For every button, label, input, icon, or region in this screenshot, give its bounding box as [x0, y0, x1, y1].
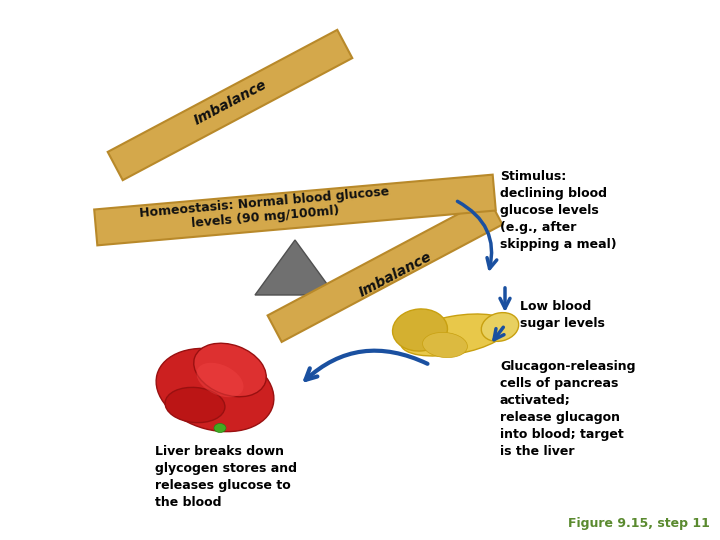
FancyArrowPatch shape	[494, 327, 504, 340]
Text: Imbalance: Imbalance	[356, 250, 434, 300]
Text: Imbalance: Imbalance	[192, 78, 269, 128]
Ellipse shape	[156, 348, 274, 431]
Ellipse shape	[197, 363, 243, 397]
FancyArrowPatch shape	[500, 288, 510, 308]
Text: Glucagon-releasing
cells of pancreas
activated;
release glucagon
into blood; tar: Glucagon-releasing cells of pancreas act…	[500, 360, 636, 458]
Ellipse shape	[481, 313, 518, 341]
Ellipse shape	[194, 343, 266, 397]
FancyArrowPatch shape	[457, 201, 497, 268]
Ellipse shape	[165, 387, 225, 423]
Text: Low blood
sugar levels: Low blood sugar levels	[520, 300, 605, 330]
Polygon shape	[94, 174, 496, 245]
Ellipse shape	[401, 314, 509, 356]
Polygon shape	[255, 240, 335, 295]
Text: Liver breaks down
glycogen stores and
releases glucose to
the blood: Liver breaks down glycogen stores and re…	[155, 445, 297, 509]
Text: Homeostasis: Normal blood glucose
levels (90 mg/100ml): Homeostasis: Normal blood glucose levels…	[139, 185, 391, 235]
Ellipse shape	[423, 333, 467, 357]
Polygon shape	[268, 198, 503, 342]
FancyArrowPatch shape	[305, 350, 428, 380]
Polygon shape	[108, 30, 352, 180]
Text: Stimulus:
declining blood
glucose levels
(e.g., after
skipping a meal): Stimulus: declining blood glucose levels…	[500, 170, 616, 251]
Text: Figure 9.15, step 11: Figure 9.15, step 11	[568, 517, 710, 530]
Ellipse shape	[392, 309, 447, 351]
Ellipse shape	[214, 423, 226, 433]
